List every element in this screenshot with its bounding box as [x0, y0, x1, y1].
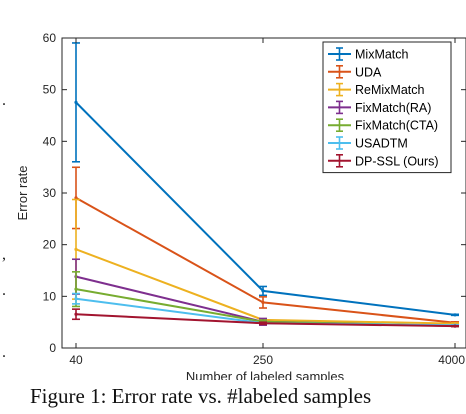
y-tick-label: 60	[43, 31, 57, 45]
legend-entry: USADTM	[328, 136, 408, 151]
legend: MixMatch UDA ReMixMatch FixMatch(RA) FixMatc…	[322, 41, 452, 174]
margin-mark: .	[2, 92, 6, 109]
legend-label: FixMatch(RA)	[355, 101, 431, 115]
y-tick-label: 40	[43, 134, 57, 148]
data-point	[74, 100, 78, 104]
legend-entry: UDA	[328, 65, 382, 79]
legend-entry: DP-SSL (Ours)	[328, 154, 439, 168]
margin-mark: .	[2, 282, 6, 299]
data-point	[74, 312, 78, 316]
axes: 0 10 20 30 40 50 60 40 250 4000	[43, 31, 466, 367]
data-point	[74, 297, 78, 301]
legend-label: USADTM	[355, 137, 408, 151]
legend-entry: FixMatch(RA)	[328, 100, 431, 115]
legend-label: DP-SSL (Ours)	[355, 154, 439, 168]
x-tick-label: 250	[253, 353, 273, 367]
data-point	[453, 313, 457, 317]
data-point	[261, 289, 265, 293]
x-tick-label: 4000	[438, 353, 465, 367]
y-tick-label: 0	[49, 341, 56, 355]
error-rate-chart: 0 10 20 30 40 50 60 40 250 4000 Error rate Number…	[15, 31, 466, 380]
x-axis-label: Number of labeled samples	[186, 369, 345, 380]
series-dp-ssl-ours-	[72, 308, 459, 328]
data-point	[74, 287, 78, 291]
data-point	[261, 300, 265, 305]
y-tick-label: 20	[43, 238, 57, 252]
legend-entry: MixMatch	[328, 47, 409, 62]
legend-entry: ReMixMatch	[328, 82, 425, 97]
data-point	[74, 247, 78, 251]
data-point	[74, 196, 78, 200]
legend-label: FixMatch(CTA)	[355, 119, 438, 133]
legend-label: ReMixMatch	[355, 83, 425, 97]
y-axis-label: Error rate	[15, 166, 30, 221]
y-tick-label: 50	[43, 83, 57, 97]
data-point	[453, 324, 457, 328]
data-point	[261, 321, 265, 325]
margin-mark: ,	[2, 246, 6, 263]
y-tick-label: 10	[43, 289, 57, 303]
legend-label: UDA	[355, 65, 382, 79]
y-tick-label: 30	[43, 186, 57, 200]
series-layer	[72, 42, 459, 328]
margin-mark: .	[2, 344, 6, 361]
x-tick-label: 40	[69, 353, 83, 367]
figure-caption: Figure 1: Error rate vs. #labeled sample…	[30, 384, 372, 408]
series-mixmatch	[72, 42, 459, 317]
legend-label: MixMatch	[355, 48, 409, 62]
legend-entry: FixMatch(CTA)	[328, 118, 438, 133]
